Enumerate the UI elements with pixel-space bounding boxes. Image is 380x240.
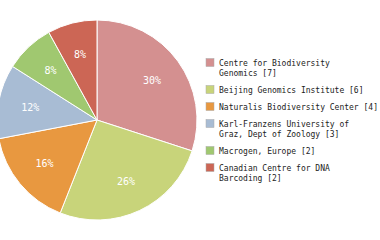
data-label: 12% [21,102,39,113]
data-labels: 30% 26% 16% 12% 8% 8% [21,49,161,187]
legend-line: Naturalis Biodiversity Center [4] [219,103,378,112]
legend-entry: Macrogen, Europe [2] [219,147,315,156]
legend-swatch [206,120,214,128]
data-label: 26% [117,176,135,187]
legend-line: Canadian Centre for DNA [219,164,330,173]
legend-swatch [206,164,214,172]
chart: 30%26%16%12%8%8%Centre for BiodiversityG… [0,0,380,240]
legend-entry: Canadian Centre for DNABarcoding [2] [219,164,330,183]
legend-line: Centre for Biodiversity [219,59,330,68]
legend-entry: Beijing Genomics Institute [6] [219,86,364,95]
legend-line: Graz, Dept of Zoology [3] [219,130,339,139]
pie [0,20,197,220]
legend-line: Beijing Genomics Institute [6] [219,86,364,95]
data-label: 30% [143,75,161,86]
legend-swatch [206,103,214,111]
legend-line: Karl-Franzens University of [219,120,349,129]
legend-swatch [206,59,214,67]
legend-swatch [206,147,214,155]
legend-swatch [206,86,214,94]
legend-entry: Karl-Franzens University ofGraz, Dept of… [219,120,349,139]
legend-line: Barcoding [2] [219,174,282,183]
legend-line: Genomics [7] [219,69,277,78]
data-label: 8% [74,49,86,60]
legend-line: Macrogen, Europe [2] [219,147,315,156]
legend-entry: Naturalis Biodiversity Center [4] [219,103,378,112]
data-label: 16% [36,158,54,169]
legend-entry: Centre for BiodiversityGenomics [7] [219,59,330,78]
legend: Centre for BiodiversityGenomics [7] Beiji… [206,59,378,183]
data-label: 8% [44,65,56,76]
